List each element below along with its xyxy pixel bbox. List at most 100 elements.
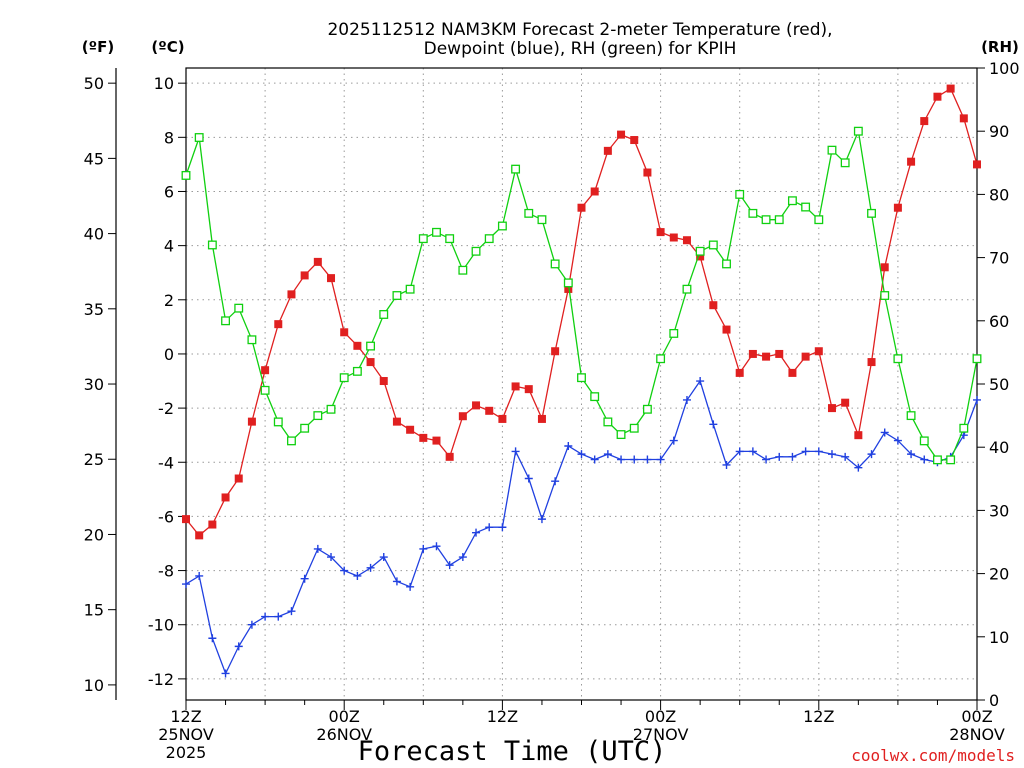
rh-point xyxy=(682,284,692,294)
celsius-tick-label: 0 xyxy=(164,345,174,364)
temperature-point xyxy=(327,274,336,283)
temperature-point xyxy=(379,377,388,386)
series-filled-square xyxy=(182,84,981,540)
rh-point xyxy=(827,145,837,155)
rh-point xyxy=(669,328,679,338)
grid-lines xyxy=(186,68,977,700)
temperature-point xyxy=(524,385,533,394)
x-tick-label: 27NOV xyxy=(633,725,689,744)
rh-point xyxy=(708,240,718,250)
dewpoint-point xyxy=(630,455,639,464)
rh-point xyxy=(774,215,784,225)
temperature-point xyxy=(959,114,968,123)
celsius-tick-label: -6 xyxy=(158,507,174,526)
rh-unit-label: (RH) xyxy=(981,38,1019,56)
temperature-point xyxy=(590,187,599,196)
dewpoint-point xyxy=(709,420,718,429)
x-tick-label: 12Z xyxy=(170,707,201,726)
celsius-tick-label: 6 xyxy=(164,182,174,201)
temperature-point xyxy=(221,493,230,502)
dewpoint-point xyxy=(327,553,336,562)
rh-point xyxy=(695,246,705,256)
temperature-point xyxy=(814,347,823,356)
rh-tick-label: 30 xyxy=(989,501,1009,520)
temperature-point xyxy=(709,301,718,310)
rh-point xyxy=(550,259,560,269)
dewpoint-point xyxy=(893,436,902,445)
dewpoint-point xyxy=(472,528,481,537)
rh-point xyxy=(207,240,217,250)
rh-point xyxy=(722,259,731,269)
dewpoint-point xyxy=(617,455,626,464)
rh-point xyxy=(919,436,929,446)
fahrenheit-tick-label: 45 xyxy=(84,149,104,168)
temperature-point xyxy=(247,417,256,426)
temperature-point xyxy=(300,271,309,280)
temperature-point xyxy=(537,414,546,423)
rh-point xyxy=(326,404,336,414)
x-tick-label: 00Z xyxy=(329,707,360,726)
rh-tick-label: 40 xyxy=(989,438,1009,457)
rh-point xyxy=(405,284,415,294)
rh-point xyxy=(181,170,191,180)
temperature-point xyxy=(485,406,494,415)
rh-point xyxy=(893,354,903,364)
rh-tick-label: 90 xyxy=(989,122,1009,141)
rh-tick-label: 20 xyxy=(989,565,1009,584)
x-tick-label: 12Z xyxy=(487,707,518,726)
rh-tick-label: 100 xyxy=(989,59,1020,78)
dewpoint-point xyxy=(340,566,349,575)
celsius-tick-label: -4 xyxy=(158,453,174,472)
celsius-unit-label: (ºC) xyxy=(151,38,184,56)
celsius-tick-label: 8 xyxy=(164,128,174,147)
series-line xyxy=(185,128,978,461)
dewpoint-point xyxy=(208,634,217,643)
temperature-point xyxy=(841,398,850,407)
dewpoint-point xyxy=(603,450,612,459)
temperature-point xyxy=(406,425,415,434)
rh-point xyxy=(629,423,639,433)
rh-point xyxy=(537,215,547,225)
temperature-point xyxy=(801,352,810,361)
temperature-point xyxy=(287,290,296,299)
rh-point xyxy=(221,316,230,326)
temperature-point xyxy=(445,452,454,461)
rh-point xyxy=(234,303,244,313)
rh-point xyxy=(787,196,797,206)
rh-point xyxy=(524,208,534,218)
dewpoint-point xyxy=(524,474,533,483)
rh-point xyxy=(366,341,376,351)
rh-point xyxy=(577,373,586,383)
temperature-point xyxy=(617,130,626,139)
temperature-point xyxy=(748,349,757,358)
dewpoint-point xyxy=(247,620,256,629)
dewpoint-point xyxy=(880,428,889,437)
source-credit: coolwx.com/models xyxy=(851,746,1015,765)
celsius-tick-label: 10 xyxy=(154,74,174,93)
x-tick-label: 28NOV xyxy=(949,725,1005,744)
dewpoint-point xyxy=(182,580,190,589)
dewpoint-point xyxy=(498,523,507,532)
dewpoint-point xyxy=(392,577,401,586)
dewpoint-point xyxy=(775,452,784,461)
dewpoint-point xyxy=(300,574,309,583)
rh-point xyxy=(497,221,507,231)
rh-tick-label: 0 xyxy=(989,691,999,710)
temperature-point xyxy=(630,136,639,145)
temperature-point xyxy=(353,341,362,350)
rh-point xyxy=(906,411,916,421)
dewpoint-point xyxy=(643,455,652,464)
x-tick-label: 00Z xyxy=(961,707,992,726)
dewpoint-point xyxy=(735,447,744,456)
temperature-point xyxy=(669,233,678,242)
dewpoint-point xyxy=(788,452,797,461)
temperature-point xyxy=(366,358,375,367)
rh-point xyxy=(880,291,890,300)
rh-point xyxy=(748,208,758,218)
tick-labels: 1086420-2-4-6-8-10-125045403530252015101… xyxy=(84,59,1020,762)
dewpoint-point xyxy=(656,455,665,464)
temperature-point xyxy=(603,146,612,155)
dewpoint-point xyxy=(920,455,929,464)
celsius-tick-label: -12 xyxy=(148,670,174,689)
temperature-point xyxy=(182,515,190,524)
